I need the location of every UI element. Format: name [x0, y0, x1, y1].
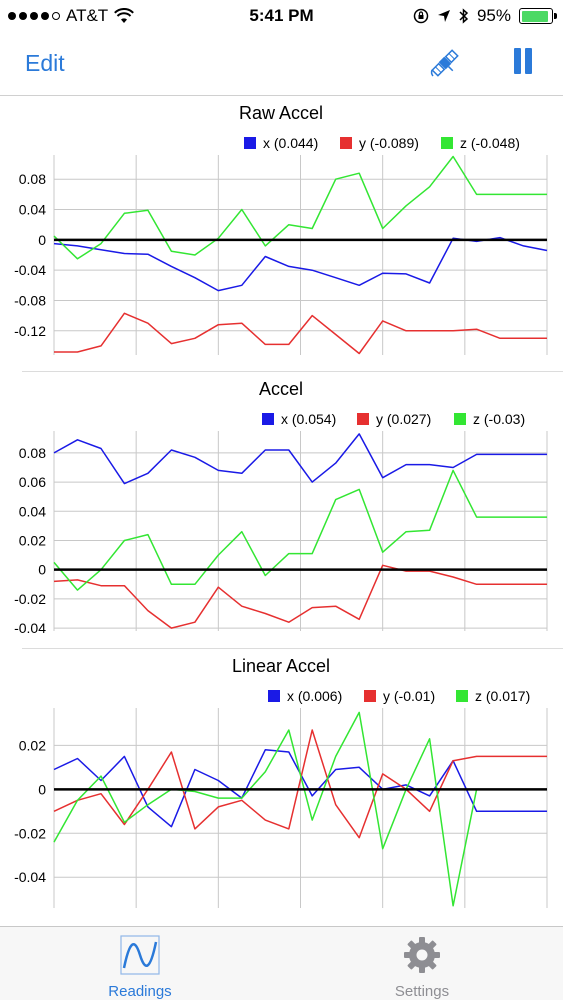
nav-bar: Edit — [0, 32, 563, 96]
series-line — [53, 711, 547, 907]
chart-linear-accel: Linear Accel x (0.006) y (-0.01) z (0.017) 0… — [0, 650, 563, 926]
y-tick-label: 0.04 — [19, 503, 46, 519]
legend-swatch — [357, 413, 369, 425]
wifi-icon — [114, 8, 135, 23]
y-tick-label: -0.12 — [14, 323, 46, 339]
satellite-icon[interactable] — [428, 46, 462, 80]
status-bar: AT&T 5:41 PM 95% — [0, 0, 563, 32]
legend-label: y (0.027) — [376, 411, 431, 427]
series-line — [53, 564, 547, 629]
chart-accel: Accel x (0.054) y (0.027) z (-0.03) 0.08 0.06… — [0, 373, 563, 649]
y-tick-label: 0 — [38, 232, 46, 248]
status-left: AT&T — [8, 6, 135, 26]
y-tick-label: 0 — [38, 781, 46, 797]
y-tick-label: -0.04 — [14, 262, 46, 278]
carrier-label: AT&T — [66, 6, 109, 25]
y-tick-label: 0.08 — [19, 445, 46, 461]
chart-divider — [22, 648, 563, 649]
legend-swatch — [441, 137, 453, 149]
y-tick-label: 0.02 — [19, 737, 46, 753]
legend-label: y (-0.01) — [383, 688, 435, 704]
legend-label: x (0.054) — [281, 411, 336, 427]
linear-accel-plot: Linear Accel x (0.006) y (-0.01) z (0.017) 0… — [14, 656, 548, 908]
legend-label: x (0.006) — [287, 688, 342, 704]
tab-readings[interactable]: Readings — [40, 935, 240, 1000]
chart-title: Accel — [259, 379, 303, 399]
tab-bar: Readings Settings — [0, 926, 563, 1000]
legend-swatch — [262, 413, 274, 425]
battery-percent: 95% — [476, 6, 511, 25]
status-time: 5:41 PM — [249, 6, 314, 25]
y-tick-label: 0.02 — [19, 532, 46, 548]
tab-settings[interactable]: Settings — [322, 935, 522, 1000]
legend-label: z (0.017) — [475, 688, 530, 704]
y-tick-label: -0.04 — [14, 620, 46, 636]
edit-button[interactable]: Edit — [25, 50, 65, 76]
y-tick-label: -0.02 — [14, 825, 46, 841]
pause-bar-right — [525, 48, 532, 74]
y-tick-label: 0.04 — [19, 202, 46, 218]
status-right: 95% — [413, 6, 557, 26]
legend-label: x (0.044) — [263, 135, 318, 151]
pause-button[interactable] — [512, 48, 534, 76]
series-line — [53, 155, 547, 260]
legend-label: z (-0.03) — [473, 411, 525, 427]
series-line — [53, 469, 547, 591]
y-tick-label: 0.08 — [19, 171, 46, 187]
rotation-lock-icon — [413, 8, 429, 24]
series-line — [53, 433, 547, 485]
legend-label: z (-0.048) — [460, 135, 520, 151]
legend-swatch — [268, 690, 280, 702]
y-tick-label: -0.08 — [14, 292, 46, 308]
series-line — [54, 312, 547, 355]
battery-icon — [519, 8, 557, 24]
bluetooth-icon — [459, 8, 469, 24]
y-tick-label: 0.06 — [19, 474, 46, 490]
signal-strength-icon — [8, 12, 60, 20]
chart-divider — [22, 371, 563, 372]
gear-icon — [404, 937, 440, 973]
accel-plot: Accel x (0.054) y (0.027) z (-0.03) 0.08 0.06… — [14, 379, 548, 636]
y-tick-label: 0 — [38, 562, 46, 578]
legend-swatch — [456, 690, 468, 702]
tab-settings-label: Settings — [394, 983, 450, 1000]
location-icon — [437, 10, 450, 22]
pause-bar-left — [514, 48, 521, 74]
chart-title: Raw Accel — [239, 103, 323, 123]
waveform-icon — [120, 935, 160, 975]
legend-label: y (-0.089) — [359, 135, 419, 151]
chart-title: Linear Accel — [232, 656, 330, 676]
chart-raw-accel: Raw Accel x (0.044) y (-0.089) z (-0.048) 0.… — [0, 97, 563, 372]
legend-swatch — [364, 690, 376, 702]
series-line — [53, 729, 547, 839]
raw-accel-plot: Raw Accel x (0.044) y (-0.089) z (-0.048) 0.… — [14, 103, 548, 355]
legend-swatch — [244, 137, 256, 149]
legend-swatch — [340, 137, 352, 149]
y-tick-label: -0.02 — [14, 591, 46, 607]
legend-swatch — [454, 413, 466, 425]
y-tick-label: -0.04 — [14, 869, 46, 885]
tab-readings-label: Readings — [108, 983, 172, 1000]
